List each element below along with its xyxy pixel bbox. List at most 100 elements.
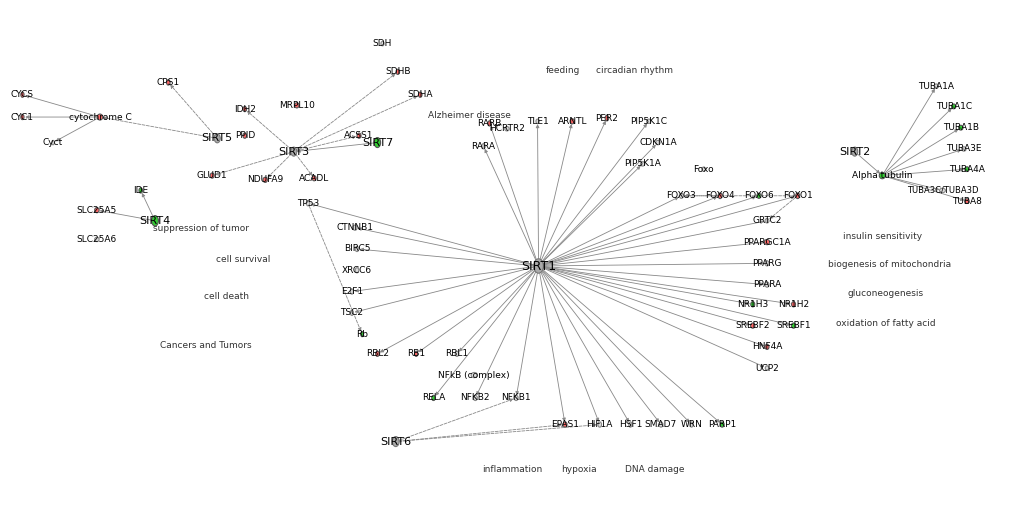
Text: cell survival: cell survival: [215, 255, 270, 264]
Ellipse shape: [473, 395, 477, 401]
Ellipse shape: [355, 268, 359, 273]
Text: SDHB: SDHB: [385, 68, 410, 76]
Ellipse shape: [679, 193, 683, 198]
Text: ACSS1: ACSS1: [344, 131, 373, 140]
Ellipse shape: [504, 127, 508, 131]
Ellipse shape: [471, 372, 477, 378]
Text: NFKB1: NFKB1: [500, 394, 531, 402]
Text: cell death: cell death: [204, 293, 249, 301]
Text: SIRT2: SIRT2: [839, 147, 869, 156]
Text: TP53: TP53: [297, 199, 319, 207]
Ellipse shape: [97, 114, 103, 120]
Text: SREBF2: SREBF2: [735, 321, 769, 330]
Text: NR1H3: NR1H3: [737, 300, 767, 309]
Text: biogenesis of mitochondria: biogenesis of mitochondria: [827, 261, 950, 269]
Ellipse shape: [719, 422, 723, 427]
Ellipse shape: [166, 80, 170, 85]
Ellipse shape: [562, 422, 567, 427]
Ellipse shape: [878, 172, 884, 179]
Text: feeding: feeding: [545, 66, 580, 74]
Ellipse shape: [243, 133, 247, 138]
Text: TUBA1A: TUBA1A: [917, 82, 954, 90]
Ellipse shape: [851, 147, 857, 156]
Ellipse shape: [570, 119, 574, 124]
Ellipse shape: [933, 84, 937, 88]
Text: CPS1: CPS1: [157, 78, 179, 87]
Text: SMAD7: SMAD7: [644, 420, 677, 429]
Text: TUBA4A: TUBA4A: [948, 165, 984, 173]
Text: Cancers and Tumors: Cancers and Tumors: [160, 342, 252, 350]
Ellipse shape: [961, 147, 965, 151]
Text: NFKB2: NFKB2: [461, 394, 489, 402]
Ellipse shape: [514, 395, 518, 401]
Ellipse shape: [763, 239, 769, 245]
Text: DNA damage: DNA damage: [625, 465, 684, 473]
Ellipse shape: [795, 193, 799, 198]
Text: UCP2: UCP2: [754, 364, 779, 372]
Text: TUBA1B: TUBA1B: [942, 123, 978, 132]
Ellipse shape: [597, 422, 601, 427]
Text: CDKN1A: CDKN1A: [639, 138, 676, 147]
Text: Foxo: Foxo: [693, 165, 713, 173]
Ellipse shape: [375, 351, 379, 356]
Text: PPARG: PPARG: [752, 259, 781, 268]
Ellipse shape: [350, 310, 354, 315]
Ellipse shape: [312, 176, 316, 181]
Text: SIRT6: SIRT6: [380, 437, 411, 446]
Text: RELA: RELA: [422, 394, 444, 402]
Text: SIRT7: SIRT7: [362, 138, 392, 147]
Text: PARP1: PARP1: [707, 420, 736, 429]
Text: SDH: SDH: [373, 39, 391, 48]
Text: HIF1A: HIF1A: [586, 420, 612, 429]
Text: FOXO6: FOXO6: [743, 192, 773, 200]
Ellipse shape: [139, 188, 143, 193]
Ellipse shape: [418, 92, 422, 97]
Text: ACADL: ACADL: [299, 174, 329, 182]
Ellipse shape: [640, 162, 644, 166]
Ellipse shape: [646, 119, 650, 123]
Ellipse shape: [701, 167, 705, 171]
Ellipse shape: [791, 302, 795, 307]
Ellipse shape: [361, 331, 363, 337]
Ellipse shape: [294, 103, 299, 108]
Text: circadian rhythm: circadian rhythm: [595, 66, 673, 74]
Text: WRN: WRN: [680, 420, 702, 429]
Text: NR1H2: NR1H2: [777, 300, 808, 309]
Text: FOXO1: FOXO1: [782, 192, 812, 200]
Ellipse shape: [717, 193, 721, 198]
Ellipse shape: [964, 167, 968, 172]
Text: TUBA3E: TUBA3E: [946, 145, 980, 153]
Text: SIRT1: SIRT1: [521, 260, 555, 272]
Text: Rb: Rb: [356, 330, 368, 338]
Ellipse shape: [20, 114, 24, 120]
Text: PER2: PER2: [595, 114, 618, 122]
Ellipse shape: [655, 140, 659, 145]
Ellipse shape: [764, 261, 768, 266]
Text: GRTC2: GRTC2: [752, 217, 781, 225]
Ellipse shape: [431, 395, 435, 401]
Text: XRCC6: XRCC6: [341, 266, 372, 275]
Ellipse shape: [353, 225, 357, 230]
Text: GLUD1: GLUD1: [197, 171, 227, 180]
Ellipse shape: [750, 323, 754, 328]
Ellipse shape: [95, 207, 99, 213]
Ellipse shape: [392, 437, 398, 446]
Text: hypoxia: hypoxia: [561, 465, 596, 473]
Text: SREBF1: SREBF1: [775, 321, 810, 330]
Ellipse shape: [750, 302, 754, 307]
Ellipse shape: [658, 422, 662, 427]
Ellipse shape: [290, 147, 297, 156]
Text: Alzheimer disease: Alzheimer disease: [427, 112, 511, 120]
Ellipse shape: [52, 140, 54, 145]
Text: CYCS: CYCS: [11, 90, 34, 99]
Text: FOXO4: FOXO4: [704, 192, 735, 200]
Text: RARB: RARB: [477, 119, 501, 128]
Text: IDE: IDE: [133, 186, 148, 195]
Ellipse shape: [628, 422, 632, 427]
Ellipse shape: [20, 92, 24, 97]
Ellipse shape: [350, 289, 354, 294]
Text: Cyct: Cyct: [43, 138, 63, 147]
Ellipse shape: [756, 193, 760, 198]
Ellipse shape: [481, 144, 485, 149]
Text: SLC25A6: SLC25A6: [76, 235, 117, 244]
